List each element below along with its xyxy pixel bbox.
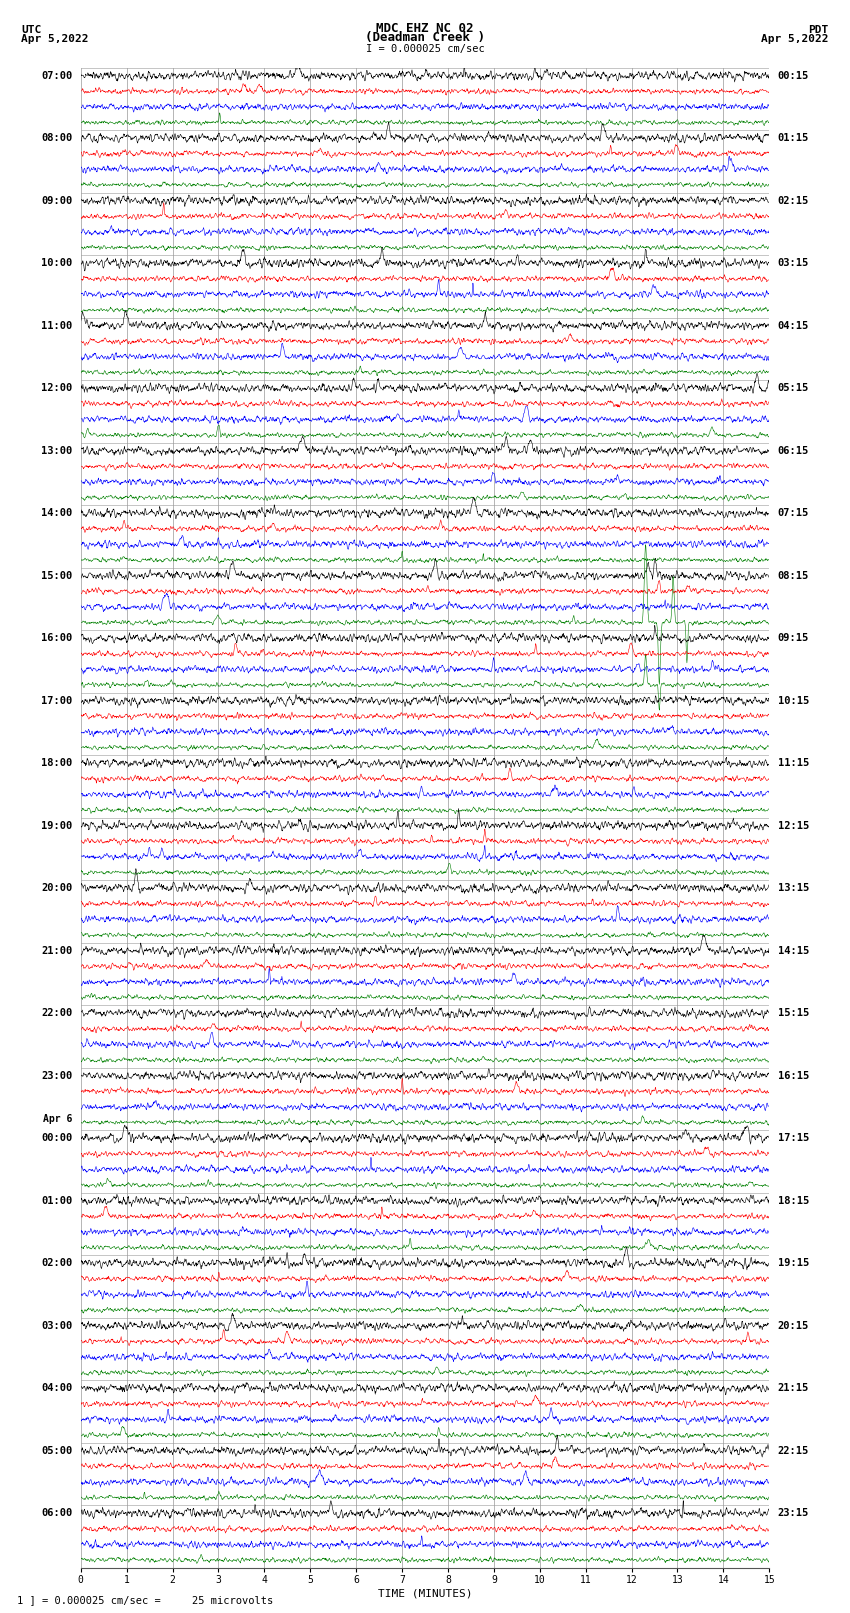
- Text: 04:15: 04:15: [778, 321, 808, 331]
- Text: I = 0.000025 cm/sec: I = 0.000025 cm/sec: [366, 44, 484, 53]
- Text: 01:15: 01:15: [778, 132, 808, 144]
- Text: (Deadman Creek ): (Deadman Creek ): [365, 31, 485, 44]
- Text: 10:00: 10:00: [42, 258, 72, 268]
- Text: 22:15: 22:15: [778, 1445, 808, 1455]
- Text: 05:00: 05:00: [42, 1445, 72, 1455]
- Text: 11:00: 11:00: [42, 321, 72, 331]
- Text: 09:15: 09:15: [778, 632, 808, 644]
- Text: 23:15: 23:15: [778, 1508, 808, 1518]
- Text: 18:00: 18:00: [42, 758, 72, 768]
- Text: 06:00: 06:00: [42, 1508, 72, 1518]
- Text: 12:00: 12:00: [42, 382, 72, 394]
- Text: 01:00: 01:00: [42, 1195, 72, 1205]
- Text: 17:00: 17:00: [42, 695, 72, 705]
- Text: 13:00: 13:00: [42, 445, 72, 455]
- Text: 07:15: 07:15: [778, 508, 808, 518]
- Text: 03:00: 03:00: [42, 1321, 72, 1331]
- Text: 04:00: 04:00: [42, 1382, 72, 1394]
- Text: 16:00: 16:00: [42, 632, 72, 644]
- Text: 20:00: 20:00: [42, 882, 72, 894]
- Text: 1 ] = 0.000025 cm/sec =     25 microvolts: 1 ] = 0.000025 cm/sec = 25 microvolts: [17, 1595, 273, 1605]
- Text: Apr 5,2022: Apr 5,2022: [21, 34, 88, 44]
- Text: 20:15: 20:15: [778, 1321, 808, 1331]
- Text: 21:00: 21:00: [42, 945, 72, 955]
- Text: 18:15: 18:15: [778, 1195, 808, 1205]
- Text: 11:15: 11:15: [778, 758, 808, 768]
- Text: UTC: UTC: [21, 24, 42, 35]
- Text: 00:00: 00:00: [42, 1132, 72, 1144]
- Text: 19:00: 19:00: [42, 821, 72, 831]
- Text: 02:00: 02:00: [42, 1258, 72, 1268]
- Text: 13:15: 13:15: [778, 882, 808, 894]
- Text: 17:15: 17:15: [778, 1132, 808, 1144]
- Text: 03:15: 03:15: [778, 258, 808, 268]
- Text: 08:15: 08:15: [778, 571, 808, 581]
- Text: 09:00: 09:00: [42, 195, 72, 205]
- Text: PDT: PDT: [808, 24, 829, 35]
- Text: 19:15: 19:15: [778, 1258, 808, 1268]
- Text: 15:15: 15:15: [778, 1008, 808, 1018]
- Text: 07:00: 07:00: [42, 71, 72, 81]
- Text: 02:15: 02:15: [778, 195, 808, 205]
- Text: 16:15: 16:15: [778, 1071, 808, 1081]
- Text: 23:00: 23:00: [42, 1071, 72, 1081]
- Text: Apr 6: Apr 6: [43, 1115, 72, 1124]
- Text: 21:15: 21:15: [778, 1382, 808, 1394]
- Text: 15:00: 15:00: [42, 571, 72, 581]
- Text: 12:15: 12:15: [778, 821, 808, 831]
- Text: 14:00: 14:00: [42, 508, 72, 518]
- Text: 05:15: 05:15: [778, 382, 808, 394]
- Text: 08:00: 08:00: [42, 132, 72, 144]
- Text: Apr 5,2022: Apr 5,2022: [762, 34, 829, 44]
- X-axis label: TIME (MINUTES): TIME (MINUTES): [377, 1589, 473, 1598]
- Text: 10:15: 10:15: [778, 695, 808, 705]
- Text: 22:00: 22:00: [42, 1008, 72, 1018]
- Text: 14:15: 14:15: [778, 945, 808, 955]
- Text: MDC EHZ NC 02: MDC EHZ NC 02: [377, 21, 473, 35]
- Text: 00:15: 00:15: [778, 71, 808, 81]
- Text: 06:15: 06:15: [778, 445, 808, 455]
